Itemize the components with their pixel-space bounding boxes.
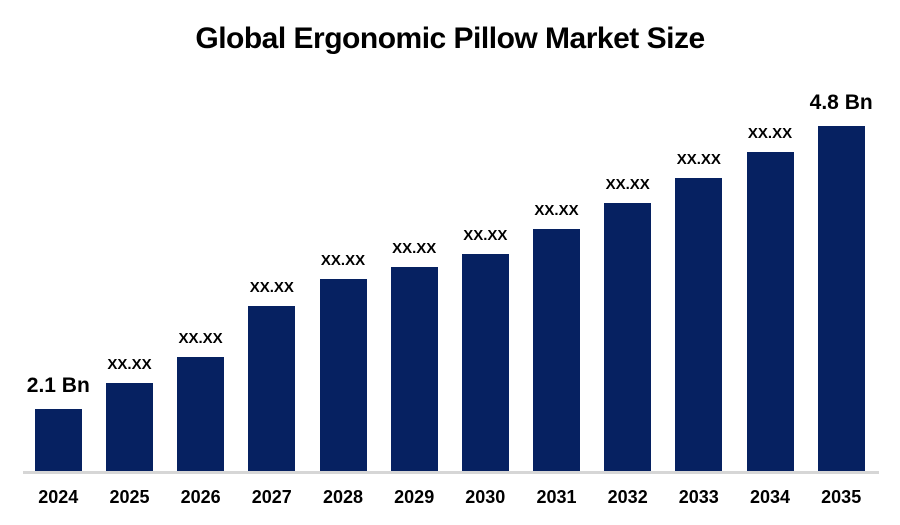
x-axis-label-2032: 2032 [607,487,648,507]
x-axis-label-2029: 2029 [394,487,435,507]
chart-title: Global Ergonomic Pillow Market Size [195,22,705,55]
bar-2032 [604,203,652,471]
value-label-2030: XX.XX [463,227,508,244]
x-axis-label-2031: 2031 [536,487,577,507]
x-axis-label-2027: 2027 [251,487,292,507]
x-axis-label-2024: 2024 [38,487,79,507]
value-label-2029: XX.XX [392,240,437,257]
bar-2028 [319,279,367,471]
value-label-2031: XX.XX [534,202,579,219]
bar-2025 [106,383,153,471]
value-label-2028: XX.XX [320,252,366,269]
value-label-2024: 2.1 Bn [26,374,90,397]
value-label-2027: XX.XX [249,279,294,296]
bar-2029 [390,267,438,471]
bar-2034 [746,152,794,471]
value-label-2032: XX.XX [605,176,650,193]
x-axis-label-2033: 2033 [678,487,719,507]
bar-2031 [533,229,580,471]
value-label-2034: XX.XX [747,125,793,142]
x-axis-label-2030: 2030 [465,487,506,507]
x-axis-label-2035: 2035 [821,487,862,507]
bar-2030 [461,254,509,471]
x-axis-label-2034: 2034 [749,487,791,507]
bar-2027 [248,306,296,471]
bar-2024 [34,409,82,471]
x-axis-label-2026: 2026 [180,487,221,507]
value-label-2025: XX.XX [107,356,152,373]
value-label-2026: XX.XX [178,330,223,347]
x-axis-label-2025: 2025 [109,487,150,507]
bar-2033 [675,178,723,471]
value-label-2033: XX.XX [676,151,721,168]
bar-2035 [817,126,865,471]
x-axis-line [23,471,879,474]
bar-2026 [177,357,225,471]
value-label-2035: 4.8 Bn [809,91,873,114]
x-axis-label-2028: 2028 [322,487,364,507]
